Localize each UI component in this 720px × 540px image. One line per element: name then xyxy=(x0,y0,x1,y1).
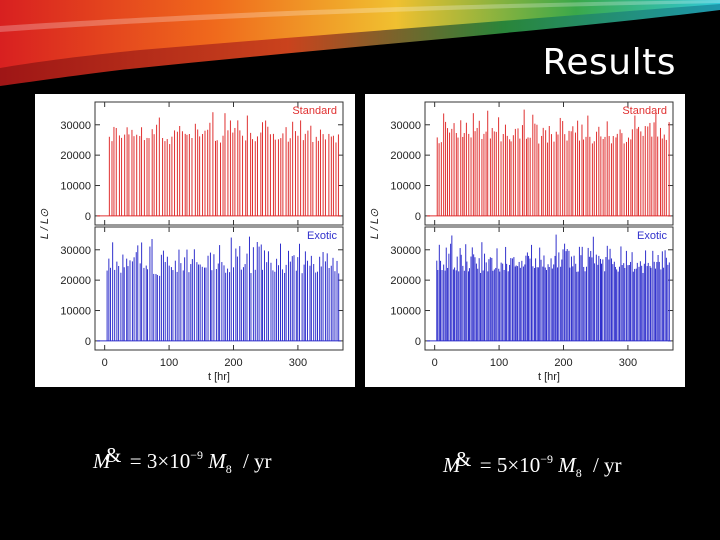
y-tick-label: 30000 xyxy=(60,120,91,132)
y-tick-label: 20000 xyxy=(390,275,421,287)
slide-title: Results xyxy=(542,42,676,83)
plot-frame xyxy=(94,226,344,351)
plot-frame xyxy=(424,101,674,226)
y-tick-label: 0 xyxy=(85,211,91,223)
decorative-banner xyxy=(0,0,720,86)
y-tick-label: 20000 xyxy=(60,150,91,162)
formula-base: 10 xyxy=(519,453,541,477)
formula-mass-symbol: M xyxy=(443,453,461,477)
formula-exponent: −9 xyxy=(190,448,203,462)
formula-base: 10 xyxy=(169,449,191,473)
y-tick-label: 30000 xyxy=(390,120,421,132)
y-tick-label: 20000 xyxy=(390,150,421,162)
formula-mass-symbol: M xyxy=(93,449,111,473)
accretion-rate-formula-left: M & = 3×10−9 M8 / yr xyxy=(93,443,272,477)
formula-exponent: −9 xyxy=(540,452,553,466)
formula-dot-glyph: & xyxy=(455,447,472,471)
formula-times: × xyxy=(507,453,520,477)
x-tick-label: 0 xyxy=(102,357,108,369)
x-tick-label: 300 xyxy=(289,357,307,369)
legend-exotic: Exotic xyxy=(637,230,667,242)
plot-frame xyxy=(94,101,344,226)
accretion-rate-formula-right: M & = 5×10−9 M8 / yr xyxy=(443,447,622,481)
x-tick-label: 100 xyxy=(490,357,508,369)
formula-times: × xyxy=(157,449,170,473)
panel-exotic: 0 10000 20000 30000 Exotic xyxy=(60,226,344,351)
y-tick-label: 30000 xyxy=(390,245,421,257)
formula-unit: / yr xyxy=(592,453,622,477)
formula-solar-subscript: 8 xyxy=(225,462,232,476)
y-tick-label: 10000 xyxy=(60,306,91,318)
chart-panel-left: L / L⊙ 0 10000 20000 30000 Standard 0 10000 2000… xyxy=(35,94,355,387)
x-tick-label: 200 xyxy=(224,357,242,369)
formula-solar-subscript: 8 xyxy=(575,466,582,480)
legend-exotic: Exotic xyxy=(307,230,337,242)
panel-standard: 0 10000 20000 30000 Standard xyxy=(390,101,674,226)
y-tick-label: 0 xyxy=(85,336,91,348)
formula-solar-mass: M xyxy=(558,453,576,477)
banner-wave-front xyxy=(0,0,720,68)
formula-coefficient: 3 xyxy=(146,449,158,473)
x-axis-label: t [hr] xyxy=(208,371,230,383)
formula-solar-mass: M xyxy=(208,449,226,473)
y-tick-label: 10000 xyxy=(390,181,421,193)
formula-unit: / yr xyxy=(242,449,272,473)
banner-highlight xyxy=(0,0,720,32)
x-tick-label: 100 xyxy=(160,357,178,369)
y-tick-label: 0 xyxy=(415,211,421,223)
formula-coefficient: 5 xyxy=(496,453,508,477)
formula-dot-glyph: & xyxy=(105,443,122,467)
chart-right: L / L⊙ 0100002000030000Standard0100002000… xyxy=(369,101,674,383)
x-axis-label: t [hr] xyxy=(538,371,560,383)
plot-frame xyxy=(424,226,674,351)
legend-standard: Standard xyxy=(292,105,337,117)
formula-equals: = xyxy=(479,453,492,477)
y-tick-label: 10000 xyxy=(390,306,421,318)
y-tick-label: 20000 xyxy=(60,275,91,287)
panel-exotic: 0 10000 20000 30000 Exotic xyxy=(390,226,674,351)
formula-equals: = xyxy=(129,449,142,473)
x-tick-label: 0 xyxy=(432,357,438,369)
legend-standard: Standard xyxy=(622,105,667,117)
y-tick-label: 30000 xyxy=(60,245,91,257)
y-axis-label: L / L⊙ xyxy=(39,208,51,239)
x-tick-label: 200 xyxy=(554,357,572,369)
y-tick-label: 10000 xyxy=(60,181,91,193)
panel-standard: 0 10000 20000 30000 Standard xyxy=(60,101,344,226)
x-tick-label: 300 xyxy=(619,357,637,369)
y-tick-label: 0 xyxy=(415,336,421,348)
chart-panel-right: L / L⊙ 0 10000 20000 30000 Standard 0 10000 2000… xyxy=(365,94,685,387)
chart-left: L / L⊙ 0100002000030000Standard0100002000… xyxy=(39,101,344,383)
y-axis-label: L / L⊙ xyxy=(369,208,381,239)
